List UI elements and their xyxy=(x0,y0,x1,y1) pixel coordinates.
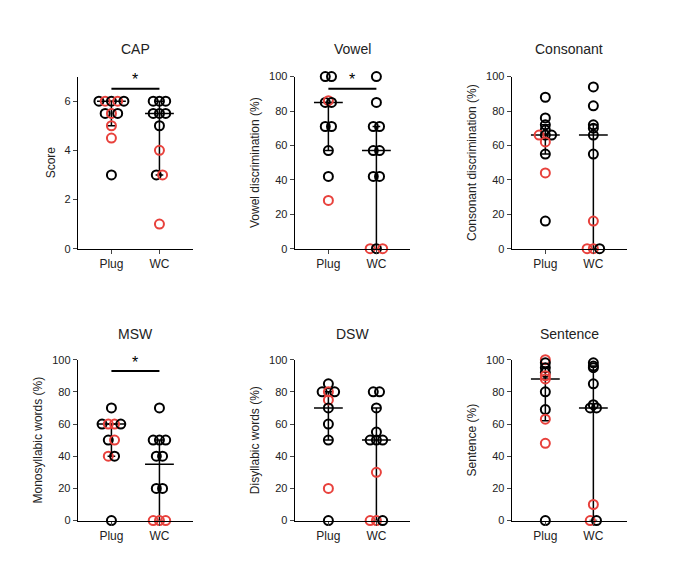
svg-text:*: * xyxy=(132,71,138,88)
svg-text:100: 100 xyxy=(269,70,287,82)
svg-text:6: 6 xyxy=(64,95,70,107)
svg-text:Sentence (%): Sentence (%) xyxy=(465,404,479,477)
svg-text:80: 80 xyxy=(275,105,287,117)
svg-text:40: 40 xyxy=(58,450,70,462)
svg-text:0: 0 xyxy=(281,514,287,526)
svg-text:40: 40 xyxy=(275,450,287,462)
svg-text:Vowel: Vowel xyxy=(334,41,371,57)
svg-text:2: 2 xyxy=(64,193,70,205)
svg-text:Plug: Plug xyxy=(99,257,123,271)
svg-text:CAP: CAP xyxy=(121,41,150,57)
svg-text:100: 100 xyxy=(486,70,504,82)
svg-text:0: 0 xyxy=(64,514,70,526)
svg-text:Consonant: Consonant xyxy=(535,41,603,57)
svg-text:Plug: Plug xyxy=(533,529,557,543)
svg-text:100: 100 xyxy=(269,354,287,366)
svg-text:MSW: MSW xyxy=(118,326,153,342)
svg-text:60: 60 xyxy=(275,418,287,430)
svg-text:80: 80 xyxy=(492,105,504,117)
svg-text:100: 100 xyxy=(52,354,70,366)
svg-text:Score: Score xyxy=(44,147,58,179)
svg-text:DSW: DSW xyxy=(336,326,369,342)
svg-text:Vowel discrimination (%): Vowel discrimination (%) xyxy=(248,97,262,228)
svg-text:60: 60 xyxy=(492,139,504,151)
svg-text:Plug: Plug xyxy=(99,529,123,543)
svg-text:0: 0 xyxy=(64,243,70,255)
svg-text:40: 40 xyxy=(492,174,504,186)
svg-text:40: 40 xyxy=(492,450,504,462)
svg-text:60: 60 xyxy=(58,418,70,430)
svg-text:WC: WC xyxy=(366,529,386,543)
svg-text:WC: WC xyxy=(583,257,603,271)
svg-text:80: 80 xyxy=(492,386,504,398)
svg-text:20: 20 xyxy=(275,482,287,494)
svg-text:Consonant discrimination (%): Consonant discrimination (%) xyxy=(465,84,479,241)
svg-text:80: 80 xyxy=(58,386,70,398)
svg-text:WC: WC xyxy=(149,257,169,271)
svg-text:WC: WC xyxy=(583,529,603,543)
svg-text:WC: WC xyxy=(149,529,169,543)
svg-text:Sentence: Sentence xyxy=(540,326,599,342)
svg-text:Monosyllabic words (%): Monosyllabic words (%) xyxy=(31,377,45,504)
svg-text:Plug: Plug xyxy=(316,529,340,543)
svg-text:40: 40 xyxy=(275,174,287,186)
svg-text:60: 60 xyxy=(492,418,504,430)
svg-text:80: 80 xyxy=(275,386,287,398)
svg-text:60: 60 xyxy=(275,139,287,151)
svg-text:Plug: Plug xyxy=(316,257,340,271)
svg-text:100: 100 xyxy=(486,354,504,366)
svg-text:0: 0 xyxy=(498,243,504,255)
svg-text:*: * xyxy=(132,354,138,371)
svg-text:20: 20 xyxy=(275,208,287,220)
svg-text:4: 4 xyxy=(64,144,70,156)
svg-text:WC: WC xyxy=(366,257,386,271)
svg-text:0: 0 xyxy=(281,243,287,255)
svg-text:20: 20 xyxy=(492,208,504,220)
svg-text:*: * xyxy=(349,71,355,88)
svg-text:0: 0 xyxy=(498,514,504,526)
svg-text:Plug: Plug xyxy=(533,257,557,271)
svg-text:20: 20 xyxy=(58,482,70,494)
svg-text:20: 20 xyxy=(492,482,504,494)
svg-text:Disyllabic words (%): Disyllabic words (%) xyxy=(248,386,262,494)
